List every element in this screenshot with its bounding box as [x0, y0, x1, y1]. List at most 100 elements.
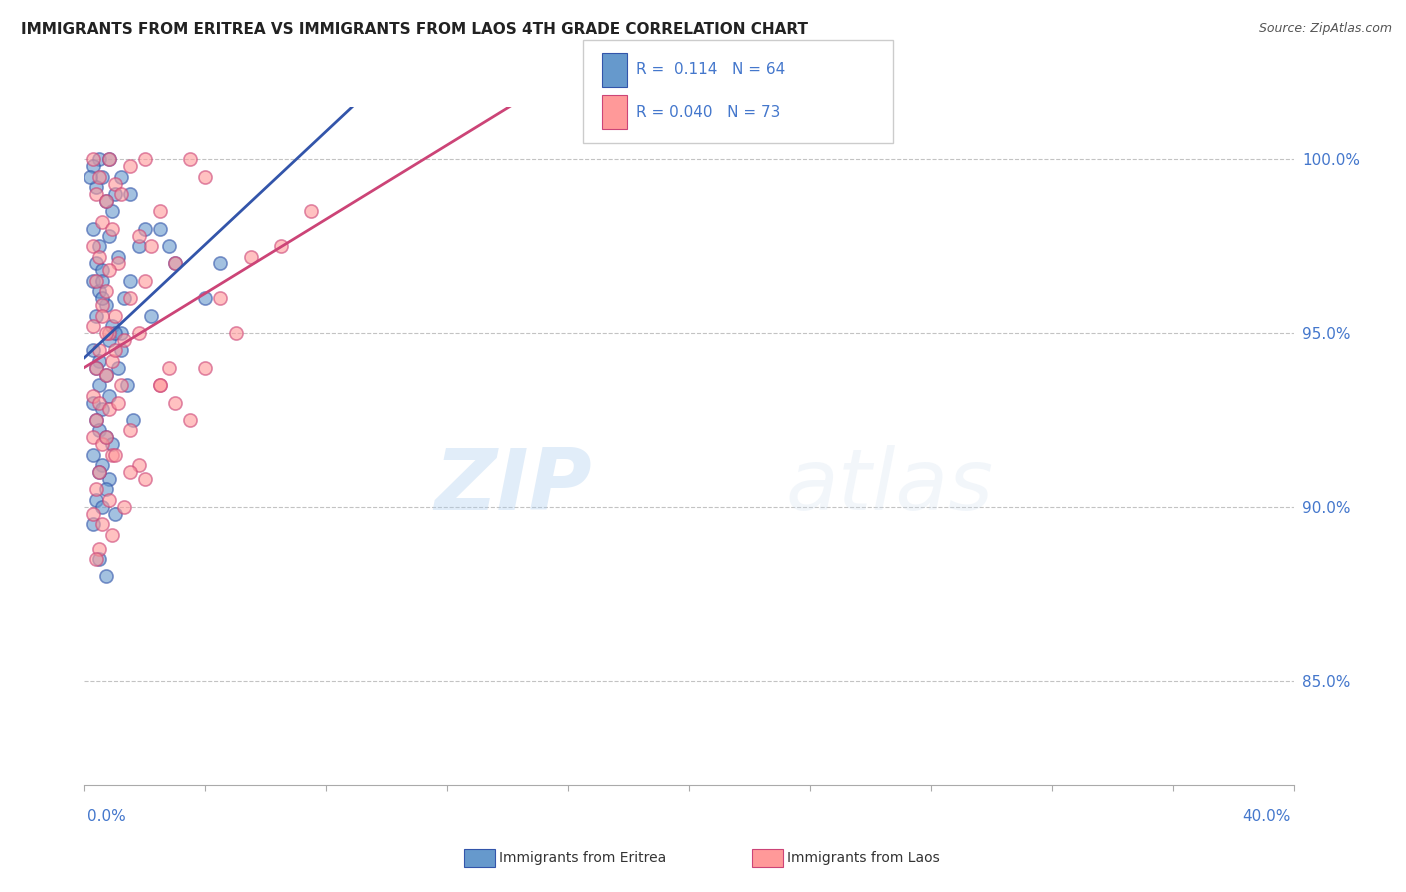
Point — [110, 343, 132, 358]
Text: R =  0.114   N = 64: R = 0.114 N = 64 — [636, 62, 785, 78]
Point — [112, 333, 135, 347]
Point — [118, 465, 141, 479]
Point — [149, 378, 172, 392]
Point — [89, 239, 111, 253]
Point — [110, 169, 132, 184]
Point — [89, 343, 111, 358]
Text: IMMIGRANTS FROM ERITREA VS IMMIGRANTS FROM LAOS 4TH GRADE CORRELATION CHART: IMMIGRANTS FROM ERITREA VS IMMIGRANTS FR… — [21, 22, 808, 37]
Point — [149, 378, 172, 392]
Point — [149, 221, 172, 235]
Point — [149, 204, 172, 219]
Point — [82, 430, 104, 444]
Point — [104, 343, 127, 358]
Point — [194, 360, 217, 375]
Point — [104, 186, 127, 201]
Point — [118, 423, 141, 437]
Point — [86, 360, 108, 375]
Point — [100, 204, 122, 219]
Point — [112, 500, 135, 514]
Point — [91, 437, 114, 451]
Point — [94, 285, 117, 299]
Point — [110, 378, 132, 392]
Point — [89, 378, 111, 392]
Point — [157, 360, 180, 375]
Point — [97, 402, 120, 417]
Point — [104, 177, 127, 191]
Point — [91, 517, 114, 532]
Point — [94, 194, 117, 208]
Point — [121, 413, 143, 427]
Point — [89, 541, 111, 556]
Point — [118, 159, 141, 173]
Point — [128, 458, 150, 472]
Point — [165, 395, 187, 409]
Point — [139, 309, 162, 323]
Point — [104, 507, 127, 521]
Point — [89, 552, 111, 566]
Point — [86, 274, 108, 288]
Point — [128, 239, 150, 253]
Text: Immigrants from Eritrea: Immigrants from Eritrea — [499, 851, 666, 865]
Point — [86, 256, 108, 270]
Point — [104, 309, 127, 323]
Point — [94, 298, 117, 312]
Point — [134, 152, 156, 166]
Point — [107, 250, 129, 264]
Point — [91, 215, 114, 229]
Point — [82, 507, 104, 521]
Point — [100, 527, 122, 541]
Point — [128, 228, 150, 243]
Point — [157, 239, 180, 253]
Point — [179, 152, 201, 166]
Point — [82, 152, 104, 166]
Point — [82, 159, 104, 173]
Point — [97, 228, 120, 243]
Point — [86, 483, 108, 497]
Point — [91, 169, 114, 184]
Point — [107, 395, 129, 409]
Text: 40.0%: 40.0% — [1243, 809, 1291, 824]
Point — [91, 298, 114, 312]
Point — [91, 309, 114, 323]
Point — [110, 186, 132, 201]
Point — [89, 395, 111, 409]
Point — [107, 360, 129, 375]
Point — [91, 274, 114, 288]
Point — [118, 274, 141, 288]
Point — [94, 430, 117, 444]
Point — [97, 492, 120, 507]
Point — [86, 360, 108, 375]
Point — [82, 395, 104, 409]
Point — [94, 368, 117, 382]
Point — [89, 465, 111, 479]
Point — [91, 291, 114, 305]
Point — [165, 256, 187, 270]
Point — [118, 291, 141, 305]
Point — [91, 500, 114, 514]
Point — [118, 186, 141, 201]
Point — [86, 309, 108, 323]
Point — [91, 402, 114, 417]
Point — [270, 239, 292, 253]
Point — [89, 152, 111, 166]
Point — [82, 388, 104, 402]
Point — [115, 378, 138, 392]
Point — [194, 291, 217, 305]
Point — [165, 256, 187, 270]
Point — [94, 569, 117, 583]
Text: ZIP: ZIP — [434, 445, 592, 528]
Point — [82, 319, 104, 334]
Point — [100, 448, 122, 462]
Point — [82, 343, 104, 358]
Point — [86, 492, 108, 507]
Point — [89, 169, 111, 184]
Point — [128, 326, 150, 340]
Point — [86, 186, 108, 201]
Point — [100, 221, 122, 235]
Point — [134, 472, 156, 486]
Point — [97, 263, 120, 277]
Point — [86, 552, 108, 566]
Point — [209, 256, 232, 270]
Point — [225, 326, 247, 340]
Text: Source: ZipAtlas.com: Source: ZipAtlas.com — [1258, 22, 1392, 36]
